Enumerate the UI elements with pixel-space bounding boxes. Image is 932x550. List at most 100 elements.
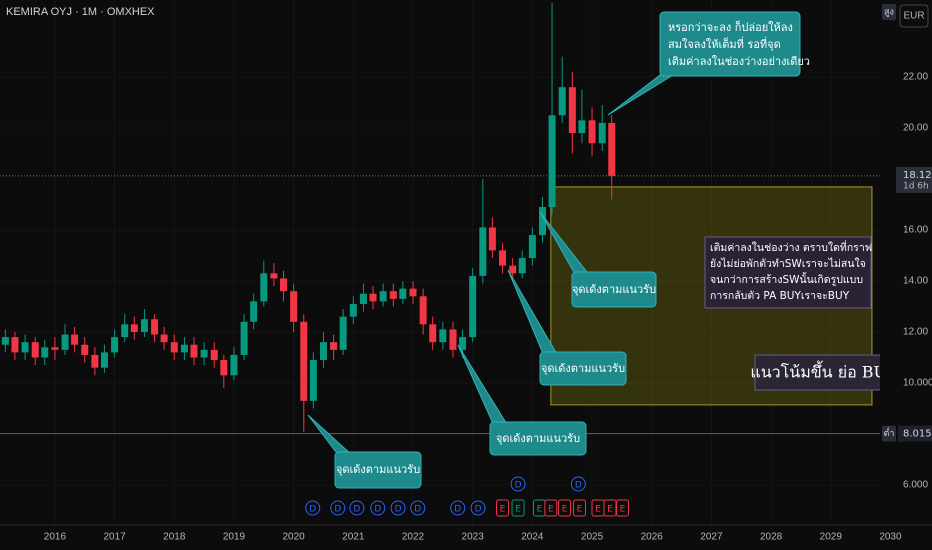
note-text: จนกว่าการสร้างSWนั้นเกิดรูปแบบ [710,272,863,286]
x-tick-label: 2027 [700,532,723,543]
candle-body [290,291,298,322]
currency[interactable]: EUR [903,11,924,22]
event-marker [615,499,629,517]
candle-body [31,342,39,358]
event-marker [305,500,321,516]
candle-body [349,303,357,317]
candle-body [488,227,496,251]
event-marker [544,499,558,517]
callout: จุดเด้งตามแนวรับ [307,414,422,489]
candle-body [339,316,347,350]
event-label: E [577,505,583,515]
candle-body [240,321,248,355]
y-tick-label: 16.00 [903,225,928,236]
candle-body [121,324,129,338]
candle-body [61,334,69,350]
candle-body [439,329,447,343]
event-label: E [620,505,626,515]
candle-body [220,360,228,376]
note-text: การกลับตัว PA BUYเราจะBUY [710,290,850,302]
candle-body [151,319,159,335]
candle-body [100,352,108,368]
candle-body [190,344,198,358]
event-label: E [595,505,601,515]
candle-body [548,115,556,208]
callout: หรอกว่าจะลง ก็ปล่อยให้ลง สมใจลงให้เต็มที… [607,11,810,116]
countdown: 1d 6h [903,181,929,191]
candle-body [558,87,566,116]
y-tick-label: 10.000 [903,378,932,389]
event-label: E [500,505,506,515]
event-label: D [515,481,522,491]
low-tag-box [882,425,896,442]
candle-body [409,288,417,297]
candle-body [469,275,477,338]
callout-text: จุดเด้งตามแนวรับ [572,283,656,296]
event-label: E [548,505,554,515]
callout: จุดเด้งตามแนวรับ [457,344,587,456]
candle-body [568,87,576,134]
event-marker [496,499,510,517]
event-label: D [374,505,381,515]
x-tick-label: 2025 [581,532,604,543]
note-text: ยังไม่ย่อพักตัวทำSWเราจะไม่สนใจ [710,257,866,270]
candle-body [539,207,547,236]
candle-body [230,354,238,376]
candle-body [479,227,487,276]
callout-box [334,451,422,489]
candle-body [200,349,208,358]
x-tick-label: 2026 [641,532,664,543]
event-marker [390,500,406,516]
event-marker [470,500,486,516]
x-tick-label: 2023 [462,532,485,543]
candle-body [21,342,29,353]
candle-body [509,265,517,274]
candle-body [598,122,606,144]
event-label: D [395,505,402,515]
currency-box[interactable] [899,4,929,28]
candle-body [499,250,507,266]
x-tick-label: 2029 [820,532,843,543]
x-tick-label: 2019 [223,532,246,543]
event-marker [511,499,525,517]
high-tag: สูง [884,8,894,18]
candle-body [1,337,9,345]
event-label: D [309,505,316,515]
callout-text: เติมค่าลงในช่องว่างอย่างเดียว [668,55,810,68]
candle-body [459,337,467,350]
candle-body [71,334,79,345]
trend-label: แนวโน้มขึ้น ย่อ BUY [750,354,898,391]
note-box [704,236,872,309]
candle-body [419,296,427,325]
event-label: D [475,505,482,515]
x-tick-label: 2018 [163,532,186,543]
note-text: เติมค่าลงในช่องว่าง ตราบใดที่กราฟ [710,240,872,254]
candle-body [41,347,49,358]
event-marker [370,500,386,516]
x-tick-label: 2022 [402,532,425,543]
candle-body [330,342,338,350]
last-price-label: 18.12 [903,170,932,181]
event-marker [570,476,586,492]
axis-labels: 6.000 10.000 12.00 14.00 16.00 20.00 22.00 18.1… [882,72,932,491]
y-tick-label: 22.00 [903,72,928,83]
event-label: E [515,505,521,515]
low-tag: ต่ำ [884,426,895,439]
event-marker [573,499,587,517]
callout-box [571,271,657,308]
x-tick-label: 2021 [342,532,365,543]
candle-body [389,291,397,299]
candle-body [130,324,138,332]
trend-box [754,354,894,391]
x-tick-label: 2017 [103,532,126,543]
candle-body [369,293,377,302]
x-tick-label: 2030 [879,532,902,543]
x-tick-label: 2028 [760,532,783,543]
callout-text: จุดเด้งตามแนวรับ [336,463,420,476]
event-marker [349,500,365,516]
candle-body [51,347,59,350]
candle-body [359,293,367,304]
event-label: E [537,505,543,515]
